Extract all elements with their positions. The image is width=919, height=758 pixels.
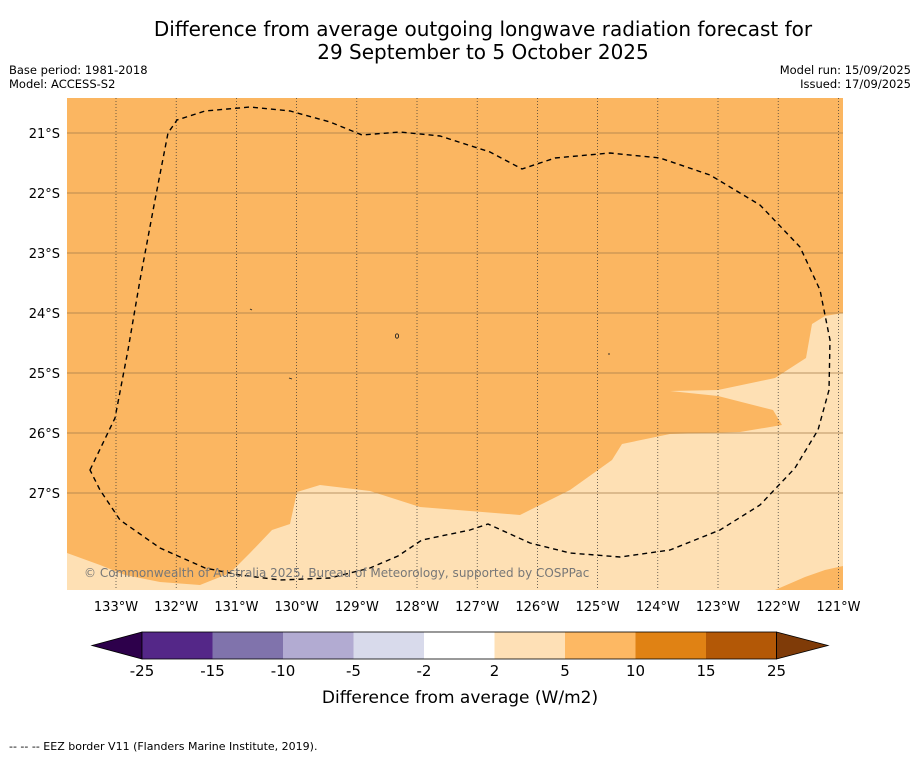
latitude-labels: 21°S 22°S 23°S 24°S 25°S 26°S 27°S	[29, 127, 60, 502]
colorbar-segment	[494, 632, 565, 659]
meta-right: Model run: 15/09/2025 Issued: 17/09/2025	[780, 63, 911, 91]
colorbar-tick-labels: -25 -15 -10 -5 -2 2 5 10 15 25	[130, 662, 786, 680]
lat-label: 24°S	[29, 307, 60, 322]
longitude-gridlines	[115, 98, 839, 590]
colorbar-outline	[141, 631, 777, 660]
colorbar-tick-label: -10	[271, 662, 296, 680]
title-line-2: 29 September to 5 October 2025	[317, 40, 649, 64]
copyright-notice: © Commonwealth of Australia 2025, Bureau…	[84, 566, 589, 580]
lon-label: 125°W	[576, 600, 620, 615]
meta-left: Base period: 1981-2018 Model: ACCESS-S2	[9, 63, 148, 91]
colorbar-tick-label: 10	[626, 662, 645, 680]
base-period: Base period: 1981-2018	[9, 63, 148, 77]
colorbar	[90, 631, 830, 660]
colorbar-segment	[635, 632, 706, 659]
longitude-labels: 133°W 132°W 131°W 130°W 129°W 128°W 127°W 126°W…	[94, 600, 861, 615]
lon-label: 124°W	[636, 600, 680, 615]
colorbar-segment	[212, 632, 283, 659]
colorbar-over-arrow	[776, 631, 830, 660]
issued-date: Issued: 17/09/2025	[800, 77, 911, 91]
lon-label: 131°W	[214, 600, 258, 615]
lat-label: 25°S	[29, 367, 60, 382]
chart-title: Difference from average outgoing longwav…	[0, 18, 919, 64]
colorbar-tick-label: 15	[696, 662, 715, 680]
latitude-gridlines	[67, 132, 843, 494]
lat-label: 27°S	[29, 487, 60, 502]
colorbar-segment	[706, 632, 777, 659]
lon-label: 122°W	[756, 600, 800, 615]
colorbar-under-arrow	[90, 631, 143, 660]
colorbar-tick-label: -2	[417, 662, 432, 680]
colorbar-segment	[353, 632, 424, 659]
colorbar-tick-label: 2	[490, 662, 500, 680]
colorbar-segment	[142, 632, 213, 659]
lon-label: 126°W	[515, 600, 559, 615]
lon-label: 132°W	[154, 600, 198, 615]
lat-label: 23°S	[29, 247, 60, 262]
lat-label: 21°S	[29, 127, 60, 142]
colorbar-tick-label: 25	[767, 662, 786, 680]
lon-label: 123°W	[696, 600, 740, 615]
colorbar-segment	[283, 632, 354, 659]
eez-footnote: -- -- -- EEZ border V11 (Flanders Marine…	[9, 740, 318, 753]
eez-border	[89, 106, 831, 581]
lat-label: 22°S	[29, 187, 60, 202]
model-run: Model run: 15/09/2025	[779, 63, 911, 77]
colorbar-tick-label: -15	[200, 662, 225, 680]
colorbar-tick-label: 5	[560, 662, 570, 680]
lat-label: 26°S	[29, 427, 60, 442]
lon-label: 128°W	[395, 600, 439, 615]
colorbar-title: Difference from average (W/m2)	[322, 688, 598, 708]
lon-label: 133°W	[94, 600, 138, 615]
colorbar-segment	[565, 632, 636, 659]
model-name: Model: ACCESS-S2	[9, 77, 116, 91]
lon-label: 130°W	[275, 600, 319, 615]
anomaly-fill-5-10-corner	[775, 566, 843, 590]
contour-specks	[249, 308, 610, 380]
colorbar-tick-label: -25	[130, 662, 155, 680]
title-line-1: Difference from average outgoing longwav…	[153, 17, 813, 41]
lon-label: 129°W	[335, 600, 379, 615]
lon-label: 121°W	[816, 600, 860, 615]
lon-label: 127°W	[455, 600, 499, 615]
colorbar-tick-label: -5	[346, 662, 361, 680]
anomaly-fill-2-5	[67, 313, 843, 590]
colorbar-segment	[424, 632, 495, 659]
